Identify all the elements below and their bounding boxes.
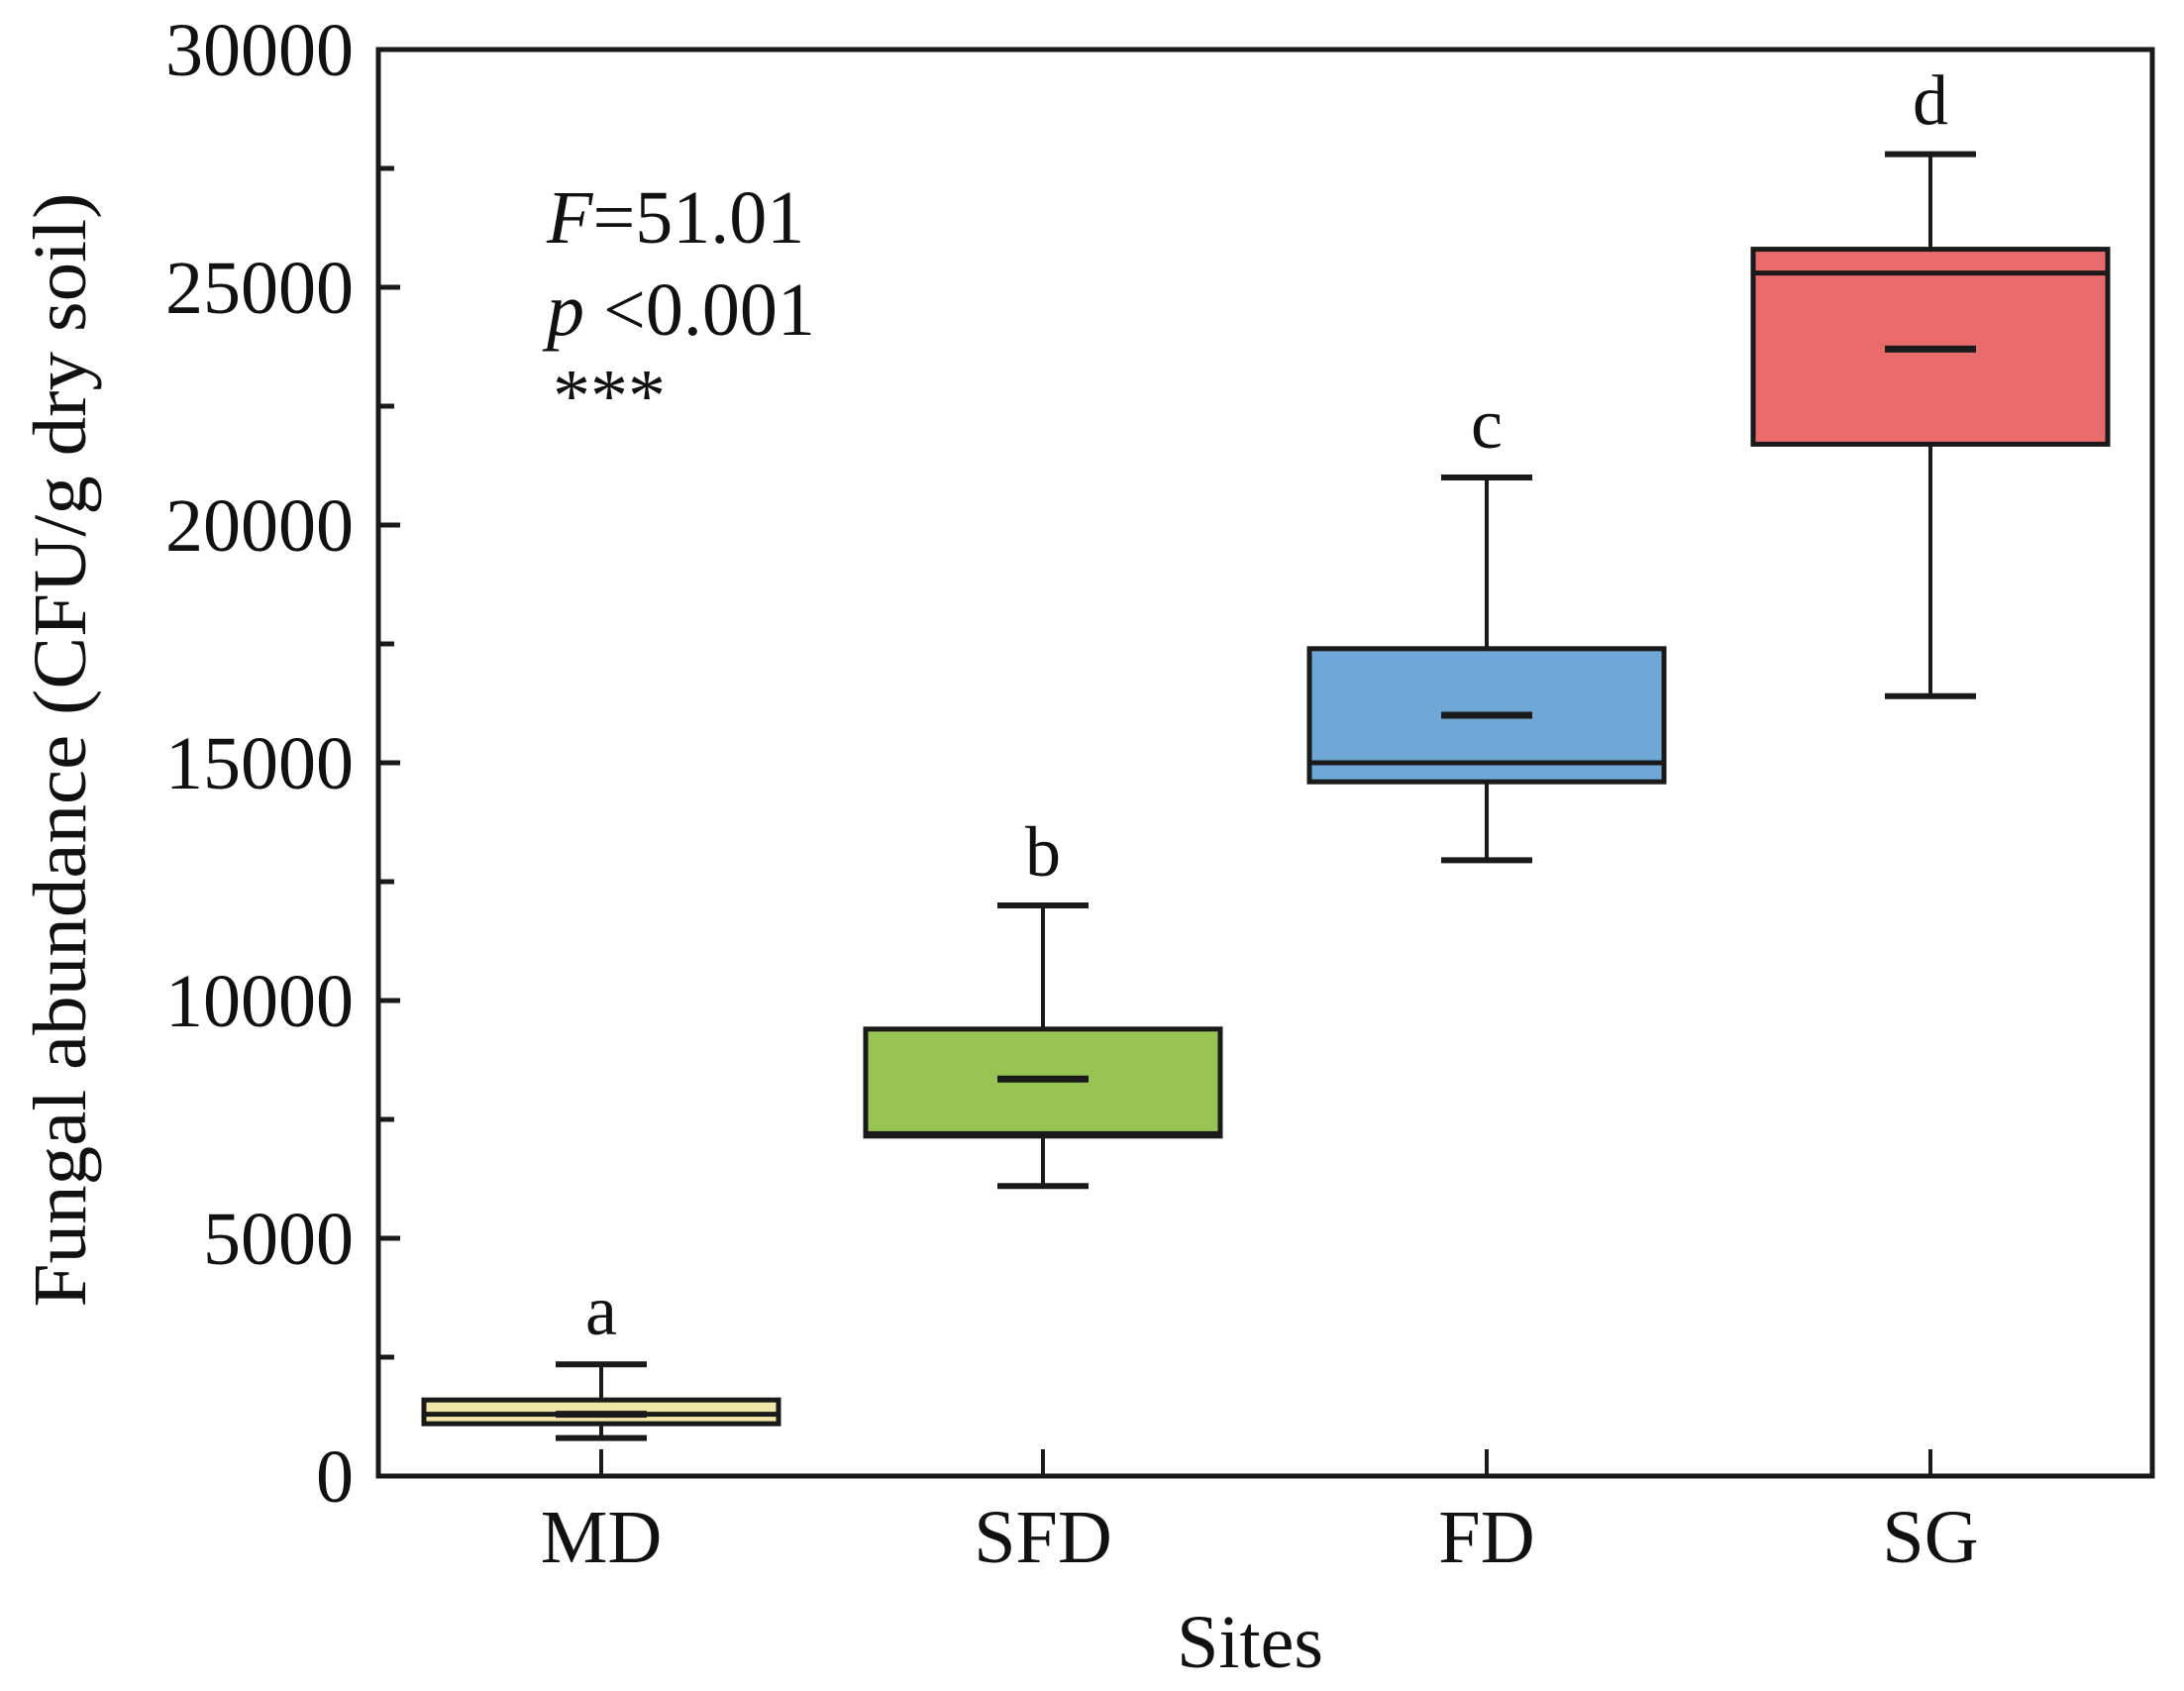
y-axis-ticks xyxy=(378,165,400,1360)
y-axis-tick-labels: 0 5000 10000 15000 20000 25000 30000 xyxy=(165,9,354,1519)
y-tick-label: 10000 xyxy=(165,960,354,1043)
y-tick-label: 15000 xyxy=(165,722,354,805)
y-tick-label: 20000 xyxy=(165,484,354,568)
y-tick-label: 0 xyxy=(316,1435,354,1519)
x-axis-title: Sites xyxy=(1177,1601,1323,1684)
box-md: a xyxy=(421,1271,781,1441)
x-tick-label-fd: FD xyxy=(1438,1496,1534,1579)
f-value: =51.01 xyxy=(592,176,804,260)
significance-letter: c xyxy=(1471,384,1503,464)
y-tick-label: 5000 xyxy=(203,1198,354,1281)
p-value: p <0.001 xyxy=(542,268,815,352)
significance-letter: d xyxy=(1913,61,1948,141)
significance-letter: b xyxy=(1025,812,1061,892)
boxes: a b c d xyxy=(421,61,2111,1441)
f-statistic: F=51.01 xyxy=(546,176,804,260)
box-sfd: b xyxy=(863,812,1223,1190)
x-tick-label-sg: SG xyxy=(1882,1496,1978,1579)
y-tick-label: 30000 xyxy=(165,9,354,92)
significance-stars: *** xyxy=(553,355,666,438)
x-axis-ticks xyxy=(599,1449,1932,1476)
f-symbol: F xyxy=(546,176,594,260)
x-tick-label-sfd: SFD xyxy=(974,1496,1111,1579)
p-threshold: <0.001 xyxy=(584,268,815,352)
x-axis-tick-labels: MD SFD FD SG xyxy=(541,1496,1979,1579)
y-axis-title: Fungal abundance (CFU/g dry soil) xyxy=(19,193,102,1308)
box-fd: c xyxy=(1306,384,1667,864)
box-sg: d xyxy=(1750,61,2111,699)
y-tick-label: 25000 xyxy=(165,247,354,330)
box-iqr xyxy=(863,1026,1223,1139)
p-symbol: p xyxy=(542,268,584,352)
significance-letter: a xyxy=(585,1271,617,1350)
x-tick-label-md: MD xyxy=(541,1496,662,1579)
